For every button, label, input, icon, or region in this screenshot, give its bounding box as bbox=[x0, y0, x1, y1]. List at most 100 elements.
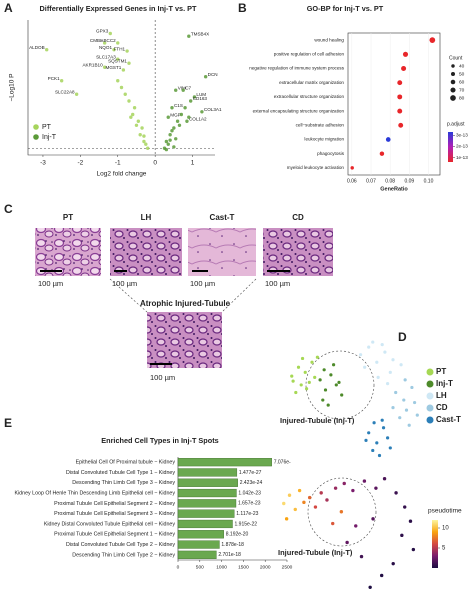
cell-point bbox=[313, 375, 317, 379]
cell-point bbox=[376, 375, 380, 379]
legend-swatch bbox=[33, 124, 39, 130]
scale-label: 100 µm bbox=[190, 279, 215, 288]
point bbox=[59, 79, 64, 83]
point bbox=[138, 133, 142, 137]
cell-point bbox=[380, 343, 384, 347]
gene-label: CD163 bbox=[193, 96, 208, 101]
category-label: cell−substrate adhesion bbox=[296, 123, 345, 128]
cell-point bbox=[287, 493, 292, 497]
point bbox=[142, 139, 146, 144]
cell-point bbox=[394, 491, 398, 495]
point bbox=[188, 99, 193, 103]
category-label: external encapsulating structure organiz… bbox=[253, 108, 345, 113]
point bbox=[125, 49, 129, 53]
connector bbox=[109, 278, 148, 313]
colorbar-label: 2e-13 bbox=[456, 144, 468, 149]
cell-point bbox=[300, 356, 305, 361]
scale-label: 100 µm bbox=[112, 279, 137, 288]
point bbox=[136, 119, 141, 123]
gene-label: NQO1 bbox=[99, 45, 112, 50]
colorbar bbox=[432, 520, 438, 568]
cell-point bbox=[345, 540, 349, 545]
cell-point bbox=[325, 498, 329, 502]
y-axis-label: −Log10 P bbox=[9, 73, 16, 101]
cell-point bbox=[318, 378, 322, 382]
dot bbox=[401, 65, 407, 72]
cell-point bbox=[410, 385, 414, 390]
panel-letter: B bbox=[238, 1, 247, 15]
dot bbox=[397, 80, 403, 86]
cell-point bbox=[377, 453, 382, 458]
image-label: Cast-T bbox=[210, 213, 235, 222]
highlight-circle bbox=[307, 477, 377, 547]
cell-point bbox=[299, 383, 303, 387]
cell-point bbox=[413, 400, 417, 405]
cell-point bbox=[379, 573, 384, 578]
cell-point bbox=[291, 379, 295, 383]
scale-label: 100 µm bbox=[265, 279, 290, 288]
bar bbox=[177, 478, 238, 487]
cell-point bbox=[322, 368, 326, 372]
point bbox=[175, 119, 180, 123]
category-label: myeloid leukocyte activation bbox=[287, 165, 345, 170]
point bbox=[164, 139, 169, 144]
category-label: Epithelial Cell Of Proximal tubule − Kid… bbox=[76, 460, 176, 466]
dot bbox=[402, 51, 409, 57]
legend-swatch bbox=[426, 404, 434, 412]
point bbox=[132, 106, 137, 110]
colorbar-label: 1e-13 bbox=[456, 155, 468, 160]
gene-label: COL3A1 bbox=[204, 107, 222, 112]
p-value-label: 1.117e-23 bbox=[236, 511, 258, 517]
bar bbox=[177, 540, 220, 549]
p-value-label: 8.192e-20 bbox=[226, 532, 249, 538]
cell-point bbox=[307, 495, 312, 500]
gene-label: AKR1B10 bbox=[82, 62, 103, 67]
point bbox=[116, 79, 120, 83]
cell-point bbox=[404, 408, 409, 412]
x-tick-label: 0.06 bbox=[347, 178, 357, 184]
legend-label: 70 bbox=[459, 87, 465, 93]
legend-label: PT bbox=[436, 367, 446, 376]
cell-point bbox=[362, 479, 367, 483]
gene-label: GPX3 bbox=[96, 29, 109, 34]
p-value-label: 1.042e-23 bbox=[238, 490, 261, 496]
cell-point bbox=[290, 374, 294, 378]
point bbox=[166, 142, 170, 146]
cell-point bbox=[407, 423, 411, 427]
point bbox=[142, 134, 146, 138]
bar bbox=[177, 458, 272, 467]
cell-point bbox=[342, 481, 346, 486]
legend-label: Cast-T bbox=[436, 415, 461, 424]
cell-point bbox=[334, 383, 338, 387]
chart-title: Differentially Expressed Genes in Inj-T … bbox=[40, 4, 197, 13]
category-label: Distal Convoluted Tubule Cell Type 1 − K… bbox=[66, 470, 175, 476]
bar bbox=[177, 550, 217, 559]
point bbox=[127, 61, 131, 65]
gene-label: C7 bbox=[185, 85, 191, 90]
point bbox=[102, 65, 107, 69]
p-value-label: 1.657e-23 bbox=[238, 501, 261, 507]
bar bbox=[177, 509, 235, 518]
point bbox=[168, 133, 172, 137]
legend-label: CD bbox=[436, 403, 448, 412]
cell-point bbox=[374, 486, 378, 490]
cell-point bbox=[297, 488, 302, 493]
point bbox=[121, 68, 126, 72]
bar bbox=[177, 519, 233, 529]
cell-point bbox=[302, 500, 306, 505]
cell-point bbox=[388, 446, 392, 450]
plot-frame bbox=[347, 32, 441, 176]
point bbox=[181, 88, 185, 92]
x-tick-label: -3 bbox=[40, 160, 46, 167]
cell-point bbox=[371, 340, 375, 344]
x-tick-label: 500 bbox=[196, 564, 204, 570]
point bbox=[108, 31, 112, 36]
p-value-label: 7.076e- bbox=[274, 459, 291, 465]
point bbox=[123, 92, 127, 96]
point bbox=[116, 41, 120, 45]
legend-swatch bbox=[426, 392, 434, 400]
cell-point bbox=[307, 380, 311, 384]
legend-label: 50 bbox=[459, 71, 465, 77]
x-tick-label: 2500 bbox=[282, 564, 293, 570]
